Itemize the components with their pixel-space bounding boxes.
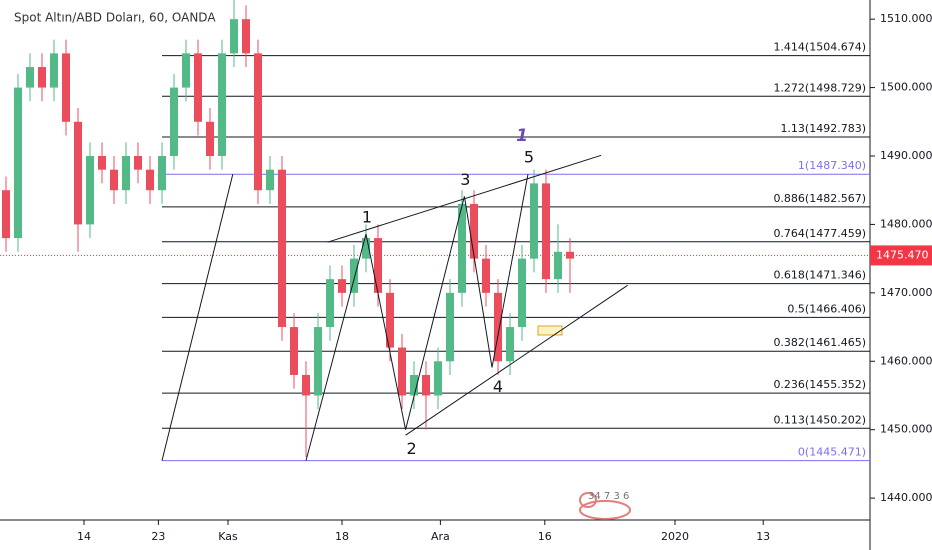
candle-body <box>566 251 574 259</box>
fib-label: 0.618(1471.346) <box>773 269 866 282</box>
fib-label: 1(1487.340) <box>798 159 866 172</box>
candle-body <box>434 361 442 396</box>
y-tick-label: 1490.000 <box>880 149 932 162</box>
candle-body <box>518 258 526 328</box>
fib-label: 1.414(1504.674) <box>773 41 866 54</box>
trendline <box>405 284 628 436</box>
candle-body <box>506 327 514 362</box>
candle-body <box>530 183 538 259</box>
x-tick-label: 2020 <box>661 530 689 543</box>
fib-label: 0.764(1477.459) <box>773 227 866 240</box>
x-tick-label: 16 <box>538 530 552 543</box>
wave-label: 2 <box>407 439 417 458</box>
wave-degree-label: 1 <box>516 126 528 146</box>
candle-body <box>98 156 106 170</box>
candle-body <box>134 156 142 170</box>
candle-body <box>170 87 178 156</box>
candle-body <box>470 203 478 259</box>
current-price-tag <box>870 245 932 266</box>
candle-body <box>374 238 382 293</box>
x-tick-label: Kas <box>218 530 238 543</box>
candle-body <box>62 53 70 122</box>
candle-body <box>398 347 406 396</box>
chart-title: Spot Altın/ABD Doları, 60, OANDA <box>14 11 216 25</box>
fib-label: 0.886(1482.567) <box>773 192 866 205</box>
candle-body <box>26 67 34 88</box>
candle-body <box>230 19 238 54</box>
candle-body <box>338 279 346 293</box>
fib-label: 0.236(1455.352) <box>773 378 866 391</box>
candle-body <box>146 169 154 191</box>
candle-body <box>14 87 22 239</box>
current-price-label: 1475.470 <box>876 248 929 261</box>
fib-label: 0.382(1461.465) <box>773 336 866 349</box>
x-tick-label: 13 <box>756 530 770 543</box>
candle-body <box>50 53 58 88</box>
candle-body <box>482 258 490 293</box>
candle-body <box>242 19 250 54</box>
candle-body <box>86 156 94 225</box>
candle-body <box>218 53 226 156</box>
candle-body <box>446 292 454 362</box>
candle-body <box>158 156 166 191</box>
fib-label: 0.113(1450.202) <box>773 413 866 426</box>
watermark-logo <box>579 492 597 508</box>
candle-body <box>266 169 274 191</box>
wave-label: 3 <box>460 170 470 189</box>
candle-body <box>422 374 430 396</box>
candle-body <box>386 292 394 348</box>
candle-body <box>326 279 334 328</box>
candle-body <box>542 183 550 280</box>
candle-body <box>410 374 418 396</box>
impulse-line <box>161 174 234 461</box>
trendline <box>327 154 602 243</box>
candle-body <box>2 190 10 239</box>
y-tick-label: 1460.000 <box>880 354 932 367</box>
x-tick-label: 14 <box>77 530 91 543</box>
highlight-box <box>537 325 563 336</box>
candle-body <box>302 374 310 396</box>
wave-label: 1 <box>362 208 372 227</box>
wave-label: 4 <box>493 377 503 396</box>
y-tick-label: 1470.000 <box>880 286 932 299</box>
fib-label: 0.5(1466.406) <box>787 302 866 315</box>
candle-body <box>290 327 298 375</box>
fib-label: 1.13(1492.783) <box>780 122 866 135</box>
fib-label: 0(1445.471) <box>798 446 866 459</box>
plot-area: 1.414(1504.674) 1.272(1498.729) 1.13(1492.… <box>0 0 870 462</box>
wave-path <box>305 174 529 461</box>
candle-body <box>350 258 358 293</box>
candle-body <box>110 169 118 191</box>
candle-body <box>554 251 562 280</box>
candle-body <box>182 53 190 88</box>
y-tick-label: 1500.000 <box>880 81 932 94</box>
candle-body <box>458 203 466 293</box>
watermark-text: 34 7 3 6 <box>588 491 629 502</box>
candle-body <box>362 238 370 259</box>
candle-body <box>206 121 214 156</box>
candle-body <box>194 53 202 122</box>
x-tick-label: 18 <box>335 530 349 543</box>
y-tick-label: 1440.000 <box>880 491 932 504</box>
fib-label: 1.272(1498.729) <box>773 81 866 94</box>
y-tick-label: 1510.000 <box>880 12 932 25</box>
candle-body <box>278 169 286 328</box>
candle-body <box>494 292 502 362</box>
wave-label: 5 <box>524 148 534 167</box>
candle-body <box>38 67 46 88</box>
y-tick-label: 1480.000 <box>880 217 932 230</box>
candle-body <box>314 327 322 396</box>
watermark-logo <box>579 500 631 520</box>
candle-body <box>254 53 262 191</box>
watermark: 34 7 3 6 <box>579 491 631 520</box>
x-tick-label: 23 <box>151 530 165 543</box>
x-tick-label: Ara <box>431 530 450 543</box>
candle-body <box>122 156 130 191</box>
y-tick-label: 1450.000 <box>880 423 932 436</box>
candle-body <box>74 121 82 225</box>
